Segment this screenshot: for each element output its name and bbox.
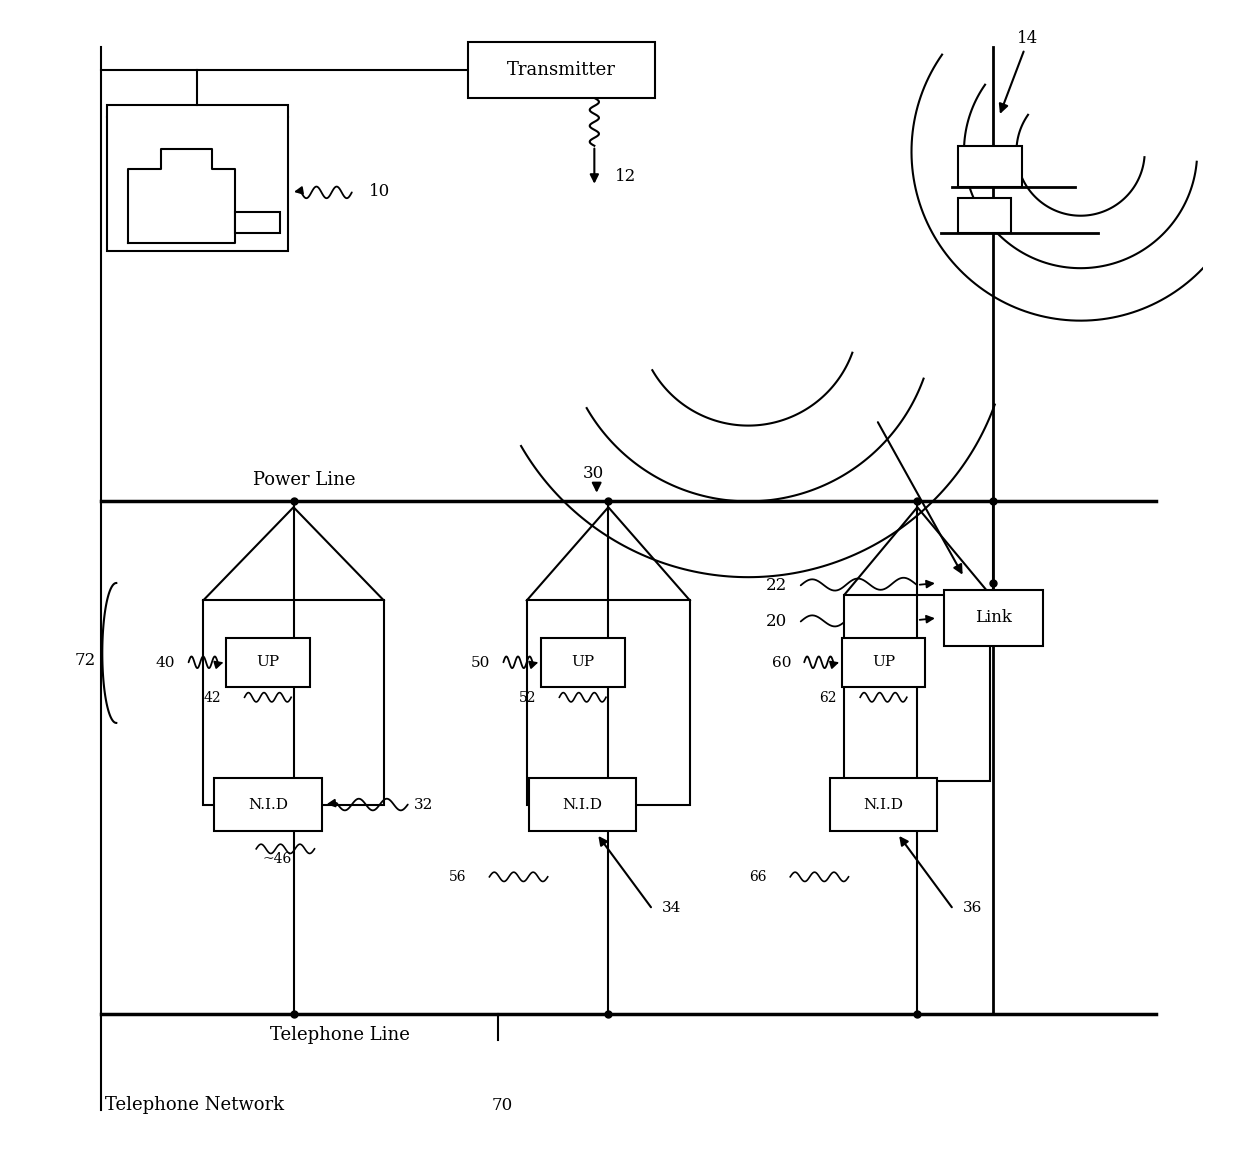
Bar: [944, 590, 1043, 646]
Text: 72: 72: [74, 652, 95, 668]
Text: UP: UP: [872, 655, 895, 669]
Text: 42: 42: [203, 691, 222, 705]
Bar: [830, 778, 937, 831]
Text: 22: 22: [766, 577, 787, 593]
Bar: [226, 638, 310, 687]
Text: 10: 10: [370, 183, 391, 199]
Text: ~46: ~46: [262, 852, 291, 866]
Bar: [529, 778, 636, 831]
Text: 36: 36: [962, 901, 982, 915]
Text: 66: 66: [749, 871, 766, 885]
Bar: [203, 600, 384, 805]
Text: UP: UP: [572, 655, 594, 669]
Bar: [236, 212, 279, 233]
Text: Telephone Network: Telephone Network: [104, 1096, 284, 1114]
Bar: [959, 198, 1011, 233]
Bar: [527, 600, 689, 805]
Text: 12: 12: [615, 168, 636, 184]
Text: N.I.D: N.I.D: [248, 798, 288, 812]
Text: 20: 20: [766, 613, 787, 630]
Text: 60: 60: [771, 656, 791, 670]
Text: 14: 14: [1017, 30, 1038, 47]
Bar: [842, 638, 925, 687]
Text: 56: 56: [449, 871, 466, 885]
Text: Link: Link: [975, 610, 1012, 626]
Text: UP: UP: [257, 655, 279, 669]
Text: 70: 70: [492, 1097, 513, 1114]
Text: 30: 30: [583, 465, 604, 482]
Bar: [107, 105, 288, 251]
Bar: [469, 42, 655, 98]
Text: N.I.D: N.I.D: [563, 798, 603, 812]
Text: 62: 62: [820, 691, 837, 705]
Text: Telephone Line: Telephone Line: [270, 1026, 410, 1044]
Text: Power Line: Power Line: [253, 471, 355, 489]
Text: 50: 50: [471, 656, 490, 670]
Text: 40: 40: [156, 656, 175, 670]
Bar: [215, 778, 321, 831]
Text: 34: 34: [662, 901, 681, 915]
Text: N.I.D: N.I.D: [863, 798, 904, 812]
Bar: [844, 595, 991, 781]
Text: 32: 32: [414, 799, 433, 813]
Text: Transmitter: Transmitter: [507, 61, 616, 79]
Text: 52: 52: [518, 691, 536, 705]
Bar: [959, 146, 1022, 187]
Bar: [541, 638, 625, 687]
